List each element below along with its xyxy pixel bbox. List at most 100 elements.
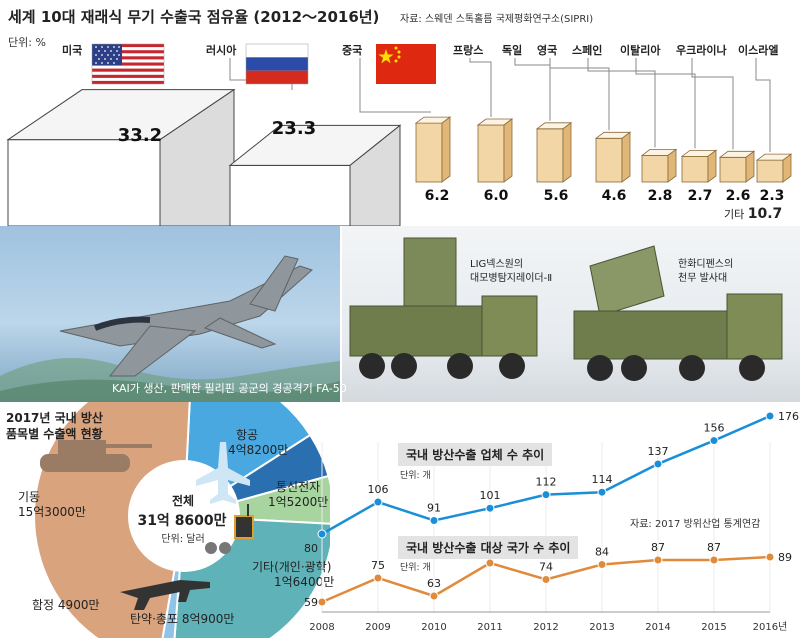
- country-label: 러시아: [206, 44, 237, 57]
- country-label: 중국: [342, 44, 363, 57]
- slice-label-ammo: 탄약·총포 8억900만: [130, 612, 234, 627]
- slice-name: 항공: [236, 428, 259, 442]
- data-label: 59: [304, 596, 318, 609]
- x-tick-label: 2016년: [753, 621, 788, 633]
- slice-label-telecom: 통신전자 1억5200만: [268, 480, 328, 510]
- data-point: [597, 487, 607, 497]
- data-point: [597, 560, 607, 569]
- data-point: [485, 558, 495, 568]
- data-label: 84: [595, 546, 609, 559]
- donut-title-line: 2017년 국내 방산: [6, 411, 103, 425]
- data-point: [653, 555, 663, 565]
- bar-box: [680, 149, 718, 183]
- data-label: 80: [304, 542, 318, 555]
- fighter-jet-photo: [0, 226, 340, 402]
- china-flag-icon: [376, 44, 436, 84]
- data-point: [317, 529, 327, 539]
- series-unit-countries: 단위: 개: [400, 563, 431, 573]
- radar-caption-line: 대모병탐지레이더-Ⅱ: [470, 273, 553, 284]
- data-point: [765, 552, 775, 562]
- goggles-icon: [205, 542, 231, 554]
- slice-value: 4900만: [57, 598, 100, 612]
- leader-line: [359, 58, 431, 113]
- jet-caption: KAI가 생산, 판매한 필리핀 공군의 경공격기 FA-50: [112, 382, 347, 395]
- data-label: 106: [368, 483, 389, 496]
- military-truck-icon: [349, 237, 783, 381]
- donut-center-title: 전체: [171, 494, 195, 508]
- slice-value: 1억6400만: [274, 575, 335, 589]
- bar-value-label: 2.8: [647, 188, 673, 204]
- bar-value-label: 23.3: [271, 118, 317, 139]
- donut-title-line: 품목별 수출액 현황: [6, 427, 103, 441]
- data-point: [653, 459, 663, 469]
- launcher-caption-line: 천무 발사대: [678, 273, 728, 284]
- x-tick-label: 2011: [477, 622, 502, 633]
- data-point: [765, 411, 775, 421]
- bar-box: [640, 148, 678, 183]
- bar-box: [594, 131, 632, 183]
- country-label: 이스라엘: [738, 44, 779, 57]
- leader-line: [755, 58, 771, 153]
- donut-center-unit: 단위: 달러: [161, 534, 205, 545]
- radar-caption-line: LIG넥스원의: [470, 259, 524, 270]
- bar-box: [535, 122, 573, 183]
- data-point: [373, 573, 383, 583]
- data-point: [317, 597, 327, 607]
- slice-label-naval: 함정 4900만: [32, 598, 100, 613]
- x-tick-label: 2008: [309, 622, 334, 633]
- bar-box: [6, 88, 236, 226]
- leader-line: [635, 58, 696, 149]
- bar-value-label: 6.0: [483, 188, 509, 204]
- country-label: 독일: [502, 44, 523, 57]
- series-title-companies: 국내 방산수출 업체 수 추이: [398, 443, 553, 466]
- data-point: [541, 575, 551, 584]
- slice-value: 15억3000만: [18, 505, 86, 519]
- leader-line: [514, 58, 551, 121]
- slice-name: 함정: [32, 598, 55, 612]
- x-tick-label: 2015: [701, 622, 726, 633]
- data-point: [541, 490, 551, 500]
- slice-name: 기동: [18, 490, 41, 504]
- bar-value-label: 2.7: [687, 188, 713, 204]
- data-label: 87: [651, 541, 665, 554]
- slice-label-other: 기타(개인·광학) 1억6400만: [252, 560, 334, 590]
- x-tick-label: 2012: [533, 622, 558, 633]
- bar-value-label: 2.6: [725, 188, 751, 204]
- country-label: 프랑스: [453, 44, 484, 57]
- slice-value: 1억5200만: [268, 495, 329, 509]
- data-label: 114: [592, 473, 613, 486]
- leader-line: [549, 58, 610, 131]
- data-point: [709, 555, 719, 565]
- slice-name: 기타(개인·광학): [252, 560, 332, 574]
- bar-value-label: 5.6: [543, 188, 569, 204]
- data-point: [429, 515, 439, 525]
- data-point: [429, 591, 439, 601]
- launcher-caption: 한화디펜스의 천무 발사대: [678, 258, 733, 286]
- series-title-countries: 국내 방산수출 대상 국가 수 추이: [398, 536, 579, 559]
- leader-line: [469, 58, 492, 117]
- country-label: 이탈리아: [620, 44, 661, 57]
- other-value: 10.7: [747, 206, 783, 222]
- russia-flag-icon: [245, 43, 309, 85]
- bar-box: [228, 124, 402, 226]
- bar-value-label: 4.6: [601, 188, 627, 204]
- data-label: 89: [778, 551, 792, 564]
- slice-label-mobility: 기동 15억3000만: [18, 490, 86, 520]
- data-label: 91: [427, 501, 441, 514]
- slice-label-aviation: 항공 4억8200만: [228, 428, 288, 458]
- country-label: 영국: [537, 44, 558, 57]
- line-chart-source: 자료: 2017 방위산업 통계연감: [630, 519, 761, 530]
- data-point: [373, 497, 383, 507]
- data-label: 87: [707, 541, 721, 554]
- data-label: 156: [704, 422, 725, 435]
- x-tick-label: 2010: [421, 622, 446, 633]
- slice-name: 통신전자: [276, 480, 321, 494]
- source-note: 자료: 스웨덴 스톡홀름 국제평화연구소(SIPRI): [400, 14, 594, 25]
- slice-name: 탄약·총포: [130, 612, 178, 626]
- data-label: 176: [778, 410, 799, 423]
- donut-title: 2017년 국내 방산 품목별 수출액 현황: [6, 410, 103, 442]
- data-point: [485, 503, 495, 513]
- bar-box: [718, 150, 756, 183]
- country-label: 우크라이나: [676, 44, 727, 57]
- bar-value-label: 6.2: [424, 188, 450, 204]
